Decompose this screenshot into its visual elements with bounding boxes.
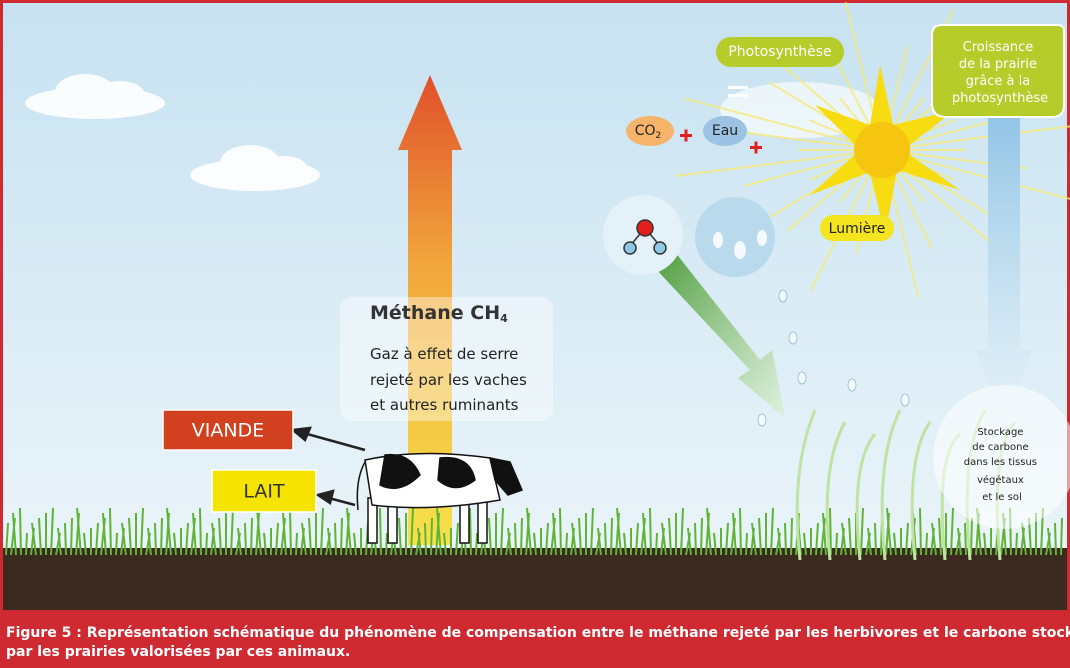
grass-blade [515,523,516,555]
grass-blade [290,508,291,555]
co2-subscript: 2 [656,131,662,141]
milk-label: LAIT [243,481,285,503]
storage-line: et le sol [982,492,1021,503]
grass-blade [605,523,606,555]
caption-line: Figure 5 : Représentation schématique du… [6,625,1070,641]
grass-blade [386,533,387,555]
storage-line: Stockage [977,427,1023,438]
light-label: Lumière [829,221,886,237]
rain-drop [758,414,766,426]
grass-blade [470,508,471,555]
rain-drop [848,379,856,391]
grass-blade [875,523,876,555]
grass-blade [431,518,432,555]
growth-line: Croissance [963,40,1034,55]
grass-blade [965,523,966,555]
grass-blade [476,533,477,555]
grass-blade [161,518,162,555]
storage-line: dans les tissus [964,457,1037,468]
grass-blade [341,518,342,555]
grass-blade [611,518,612,555]
rain-drop [779,290,787,302]
grass-blade [1061,518,1062,555]
grass-blade [425,523,426,555]
illustration: Photosynthèse CO2 Eau Lumière Croissance… [0,0,1070,668]
water-label: Eau [712,123,738,139]
methane-title-text: Méthane CH [370,302,500,324]
grass-blade [1016,533,1017,555]
growth-line: grâce à la [966,74,1031,89]
methane-description: Gaz à effet de serre rejeté par les vach… [370,345,532,414]
co2-text: CO [635,123,656,139]
rain-drop [789,332,797,344]
grass-blade [65,523,66,555]
grass-blade [206,533,207,555]
grass-blade [71,518,72,555]
grass-blade [920,508,921,555]
rain-drop [901,394,909,406]
photosynthesis-label: Photosynthèse [728,44,831,60]
page: Photosynthèse CO2 Eau Lumière Croissance… [0,0,1070,668]
grass-blade [1055,523,1056,555]
growth-line: photosynthèse [952,91,1048,106]
grass-blade [926,533,927,555]
grass-blade [566,533,567,555]
grass-blade [155,523,156,555]
grass-blade [656,533,657,555]
methane-subscript: 4 [500,312,508,325]
methane-line: Gaz à effet de serre [370,345,518,363]
grass-blade [200,508,201,555]
growth-line: de la prairie [959,57,1037,72]
grass-blade [296,533,297,555]
storage-line: de carbone [972,442,1028,453]
grass-blade [251,518,252,555]
grass-blade [971,518,972,555]
methane-line: rejeté par les vaches [370,371,527,389]
grass-blade [560,508,561,555]
grass-blade [380,508,381,555]
grass-blade [521,518,522,555]
methane-line: et autres ruminants [370,396,519,414]
storage-line: végétaux [977,474,1024,486]
grass-blade [785,523,786,555]
grass-blade [110,508,111,555]
grass-blade [746,533,747,555]
grass-blade [245,523,246,555]
caption-line: par les prairies valorisées par ces anim… [6,644,350,660]
grass-blade [791,518,792,555]
meat-label: VIANDE [192,420,264,442]
grass-blade [26,533,27,555]
grass-blade [20,508,21,555]
grass-blade [335,523,336,555]
grass-blade [695,523,696,555]
rain-drop [798,372,806,384]
ground [3,548,1067,610]
grass-blade [701,518,702,555]
grass-blade [740,508,741,555]
grass-blade [116,533,117,555]
methane-title: Méthane CH4 [370,302,508,326]
grass-blade [650,508,651,555]
grass-blade [836,533,837,555]
